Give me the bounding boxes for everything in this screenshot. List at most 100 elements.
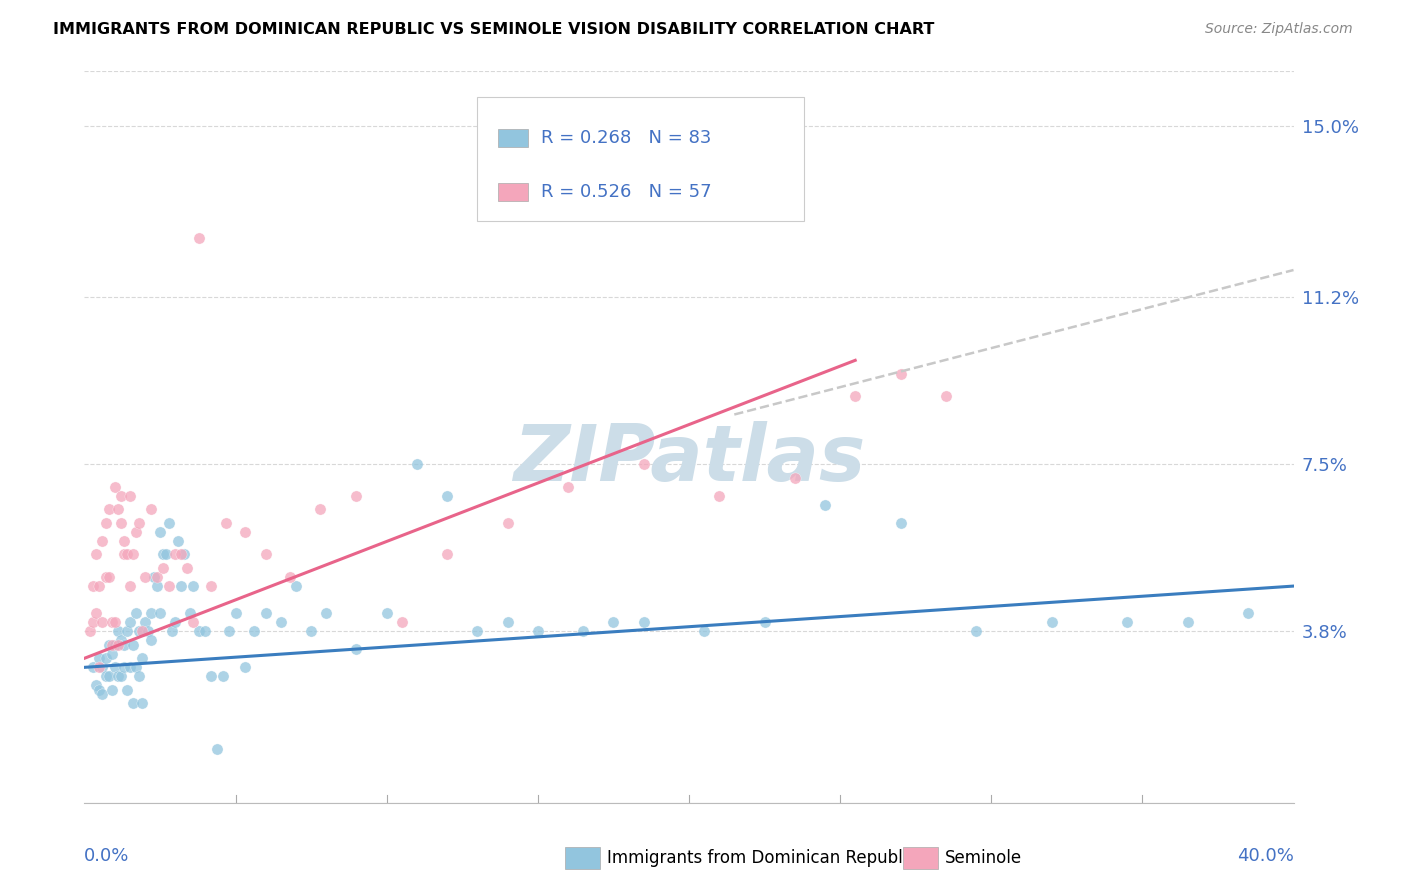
Point <box>82 615 104 630</box>
Point <box>693 624 716 639</box>
Point <box>97 669 120 683</box>
Point <box>118 615 141 630</box>
Point <box>94 570 117 584</box>
Point <box>207 741 229 756</box>
Point <box>179 606 201 620</box>
Point <box>118 489 141 503</box>
Point <box>91 533 114 548</box>
Text: 40.0%: 40.0% <box>1237 847 1294 864</box>
Point <box>104 660 127 674</box>
Point <box>128 669 150 683</box>
Point <box>115 624 138 639</box>
Point <box>121 638 143 652</box>
Point <box>200 579 222 593</box>
Point <box>107 502 129 516</box>
Point <box>496 615 519 630</box>
Point <box>375 606 398 620</box>
Text: IMMIGRANTS FROM DOMINICAN REPUBLIC VS SEMINOLE VISION DISABILITY CORRELATION CHA: IMMIGRANTS FROM DOMINICAN REPUBLIC VS SE… <box>53 22 935 37</box>
Point <box>633 457 655 471</box>
Point <box>844 389 866 403</box>
Point <box>167 533 190 548</box>
Point <box>242 624 264 639</box>
Point <box>152 561 174 575</box>
Point <box>233 524 256 539</box>
Point <box>134 570 156 584</box>
Point <box>496 516 519 530</box>
Point <box>89 579 111 593</box>
Point <box>890 367 912 381</box>
Point <box>254 548 277 562</box>
Point <box>346 642 368 657</box>
Point <box>94 516 117 530</box>
Point <box>128 624 150 639</box>
Point <box>94 651 117 665</box>
Point <box>107 669 129 683</box>
Point <box>406 457 429 471</box>
Point <box>110 669 132 683</box>
Point <box>1237 606 1260 620</box>
Point <box>176 561 198 575</box>
Point <box>82 579 104 593</box>
Point <box>112 660 135 674</box>
Point <box>890 516 912 530</box>
Point <box>79 624 101 639</box>
Point <box>188 624 211 639</box>
Point <box>142 570 165 584</box>
Point <box>346 489 368 503</box>
Point <box>97 502 120 516</box>
Text: Seminole: Seminole <box>945 849 1022 867</box>
Point <box>121 548 143 562</box>
Point <box>1040 615 1063 630</box>
Point <box>104 615 127 630</box>
Point <box>436 548 458 562</box>
Point <box>754 615 776 630</box>
Point <box>104 638 127 652</box>
FancyBboxPatch shape <box>478 97 804 221</box>
Point <box>115 682 138 697</box>
Point <box>254 606 277 620</box>
Point <box>391 615 413 630</box>
Point <box>309 502 332 516</box>
Point <box>572 624 595 639</box>
Point <box>110 516 132 530</box>
Point <box>181 615 204 630</box>
Text: Immigrants from Dominican Republic: Immigrants from Dominican Republic <box>607 849 917 867</box>
Point <box>181 579 204 593</box>
Point <box>709 489 731 503</box>
Point <box>100 615 122 630</box>
Point <box>285 579 308 593</box>
Point <box>299 624 322 639</box>
Point <box>194 624 217 639</box>
Point <box>527 624 550 639</box>
Point <box>131 651 153 665</box>
Point <box>783 471 806 485</box>
Text: 0.0%: 0.0% <box>84 847 129 864</box>
Point <box>107 638 129 652</box>
Point <box>118 660 141 674</box>
Point <box>125 524 148 539</box>
Bar <box>498 183 529 201</box>
Point <box>160 624 183 639</box>
Point <box>315 606 337 620</box>
Point <box>121 697 143 711</box>
Point <box>139 606 162 620</box>
Point <box>814 498 837 512</box>
Point <box>136 624 159 639</box>
Point <box>149 606 172 620</box>
Point <box>225 606 247 620</box>
Point <box>112 533 135 548</box>
Point <box>139 633 162 648</box>
Point <box>602 615 624 630</box>
Point <box>94 669 117 683</box>
Point <box>125 660 148 674</box>
Point <box>104 480 127 494</box>
Point <box>86 678 108 692</box>
Bar <box>498 129 529 147</box>
Point <box>165 548 187 562</box>
Text: Source: ZipAtlas.com: Source: ZipAtlas.com <box>1205 22 1353 37</box>
Point <box>170 579 193 593</box>
Point <box>91 660 114 674</box>
Point <box>100 638 122 652</box>
Point <box>139 502 162 516</box>
Point <box>112 638 135 652</box>
